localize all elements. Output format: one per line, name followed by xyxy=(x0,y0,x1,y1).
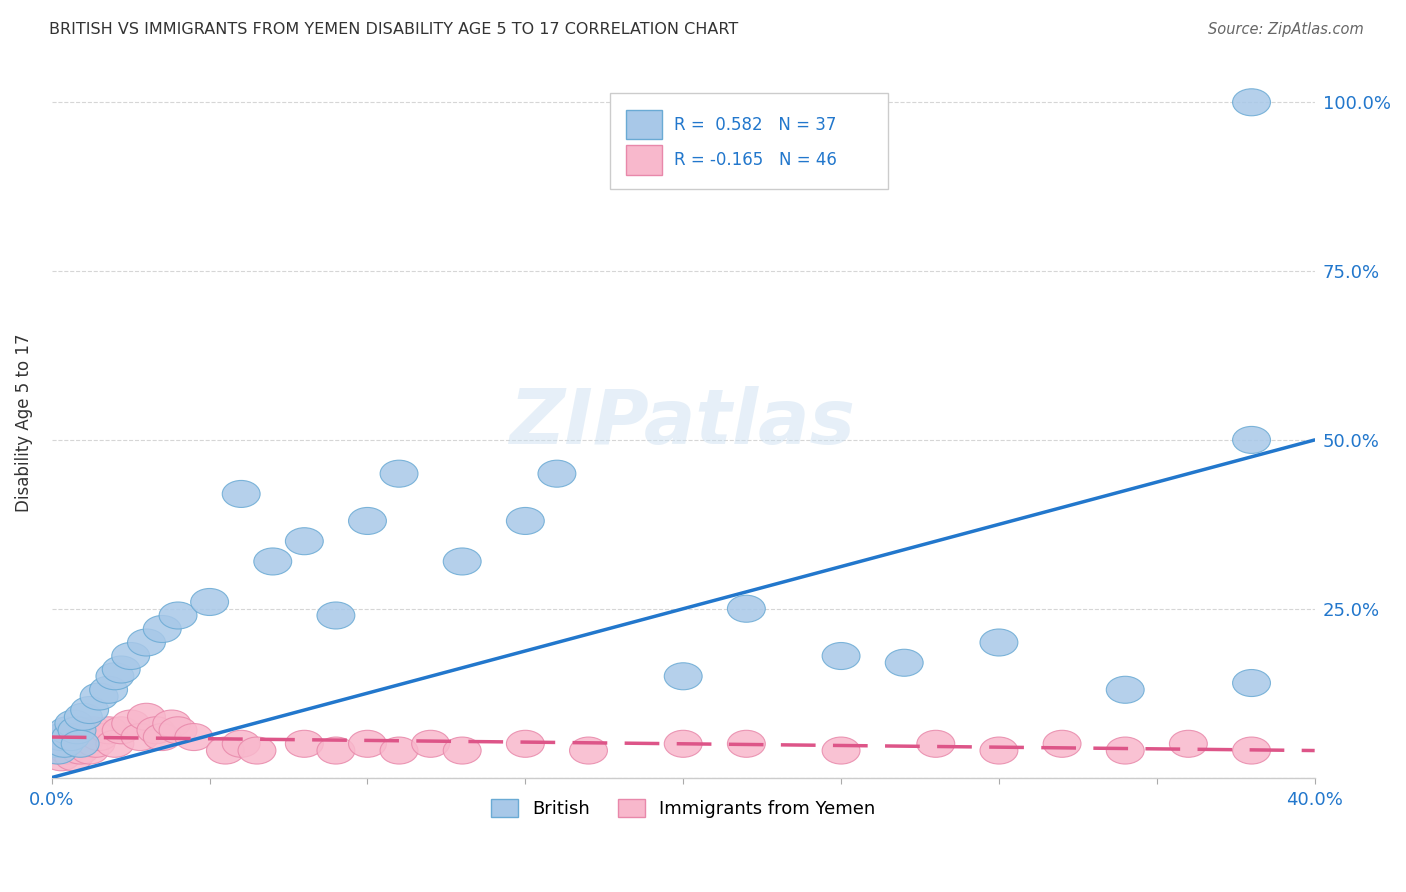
Ellipse shape xyxy=(1233,737,1271,764)
Ellipse shape xyxy=(111,642,149,670)
Ellipse shape xyxy=(128,629,166,656)
Ellipse shape xyxy=(159,602,197,629)
Ellipse shape xyxy=(80,683,118,710)
Ellipse shape xyxy=(52,731,90,757)
Ellipse shape xyxy=(62,731,98,757)
Ellipse shape xyxy=(45,723,83,750)
Ellipse shape xyxy=(90,717,128,744)
Text: BRITISH VS IMMIGRANTS FROM YEMEN DISABILITY AGE 5 TO 17 CORRELATION CHART: BRITISH VS IMMIGRANTS FROM YEMEN DISABIL… xyxy=(49,22,738,37)
Text: Source: ZipAtlas.com: Source: ZipAtlas.com xyxy=(1208,22,1364,37)
FancyBboxPatch shape xyxy=(627,110,662,139)
Text: R =  0.582   N = 37: R = 0.582 N = 37 xyxy=(675,116,837,134)
Ellipse shape xyxy=(380,460,418,487)
Ellipse shape xyxy=(103,717,141,744)
Ellipse shape xyxy=(42,723,80,750)
Ellipse shape xyxy=(917,731,955,757)
Ellipse shape xyxy=(65,731,103,757)
Ellipse shape xyxy=(1107,737,1144,764)
Ellipse shape xyxy=(569,737,607,764)
Ellipse shape xyxy=(45,731,83,757)
Ellipse shape xyxy=(143,723,181,750)
Ellipse shape xyxy=(77,731,115,757)
Ellipse shape xyxy=(96,663,134,690)
Ellipse shape xyxy=(39,731,77,757)
Ellipse shape xyxy=(128,703,166,731)
Ellipse shape xyxy=(52,723,90,750)
Ellipse shape xyxy=(174,723,212,750)
Ellipse shape xyxy=(823,737,860,764)
Ellipse shape xyxy=(55,744,93,771)
Ellipse shape xyxy=(49,737,87,764)
Ellipse shape xyxy=(37,737,75,764)
Ellipse shape xyxy=(153,710,191,737)
Ellipse shape xyxy=(1107,676,1144,703)
Ellipse shape xyxy=(58,723,96,750)
Ellipse shape xyxy=(80,723,118,750)
Ellipse shape xyxy=(1170,731,1208,757)
Ellipse shape xyxy=(285,528,323,555)
FancyBboxPatch shape xyxy=(627,145,662,175)
Ellipse shape xyxy=(443,548,481,575)
Ellipse shape xyxy=(67,723,105,750)
Ellipse shape xyxy=(886,649,924,676)
Ellipse shape xyxy=(506,731,544,757)
Legend: British, Immigrants from Yemen: British, Immigrants from Yemen xyxy=(484,791,883,825)
Ellipse shape xyxy=(90,676,128,703)
Ellipse shape xyxy=(285,731,323,757)
Ellipse shape xyxy=(39,737,77,764)
Ellipse shape xyxy=(55,710,93,737)
Ellipse shape xyxy=(70,697,108,723)
Ellipse shape xyxy=(538,460,576,487)
Ellipse shape xyxy=(121,723,159,750)
Ellipse shape xyxy=(58,717,96,744)
Ellipse shape xyxy=(316,737,354,764)
Ellipse shape xyxy=(111,710,149,737)
Ellipse shape xyxy=(349,731,387,757)
Ellipse shape xyxy=(506,508,544,534)
Ellipse shape xyxy=(70,737,108,764)
Ellipse shape xyxy=(143,615,181,642)
Ellipse shape xyxy=(1233,670,1271,697)
Ellipse shape xyxy=(136,717,174,744)
Ellipse shape xyxy=(1233,89,1271,116)
Ellipse shape xyxy=(412,731,450,757)
Ellipse shape xyxy=(443,737,481,764)
Ellipse shape xyxy=(1233,426,1271,453)
Ellipse shape xyxy=(380,737,418,764)
Ellipse shape xyxy=(823,642,860,670)
Ellipse shape xyxy=(49,717,87,744)
Ellipse shape xyxy=(727,731,765,757)
Ellipse shape xyxy=(222,481,260,508)
Y-axis label: Disability Age 5 to 17: Disability Age 5 to 17 xyxy=(15,334,32,512)
Ellipse shape xyxy=(103,656,141,683)
Ellipse shape xyxy=(980,737,1018,764)
Ellipse shape xyxy=(664,663,702,690)
Ellipse shape xyxy=(238,737,276,764)
Text: R = -0.165   N = 46: R = -0.165 N = 46 xyxy=(675,151,837,169)
Ellipse shape xyxy=(191,589,229,615)
Ellipse shape xyxy=(75,717,111,744)
Text: ZIPatlas: ZIPatlas xyxy=(510,386,856,460)
Ellipse shape xyxy=(727,595,765,623)
Ellipse shape xyxy=(316,602,354,629)
Ellipse shape xyxy=(222,731,260,757)
Ellipse shape xyxy=(62,737,98,764)
Ellipse shape xyxy=(980,629,1018,656)
Ellipse shape xyxy=(96,731,134,757)
Ellipse shape xyxy=(254,548,291,575)
Ellipse shape xyxy=(207,737,245,764)
Ellipse shape xyxy=(65,703,103,731)
Ellipse shape xyxy=(1043,731,1081,757)
Ellipse shape xyxy=(42,744,80,771)
Ellipse shape xyxy=(349,508,387,534)
Ellipse shape xyxy=(159,717,197,744)
Ellipse shape xyxy=(37,731,75,757)
Ellipse shape xyxy=(664,731,702,757)
FancyBboxPatch shape xyxy=(610,94,887,189)
